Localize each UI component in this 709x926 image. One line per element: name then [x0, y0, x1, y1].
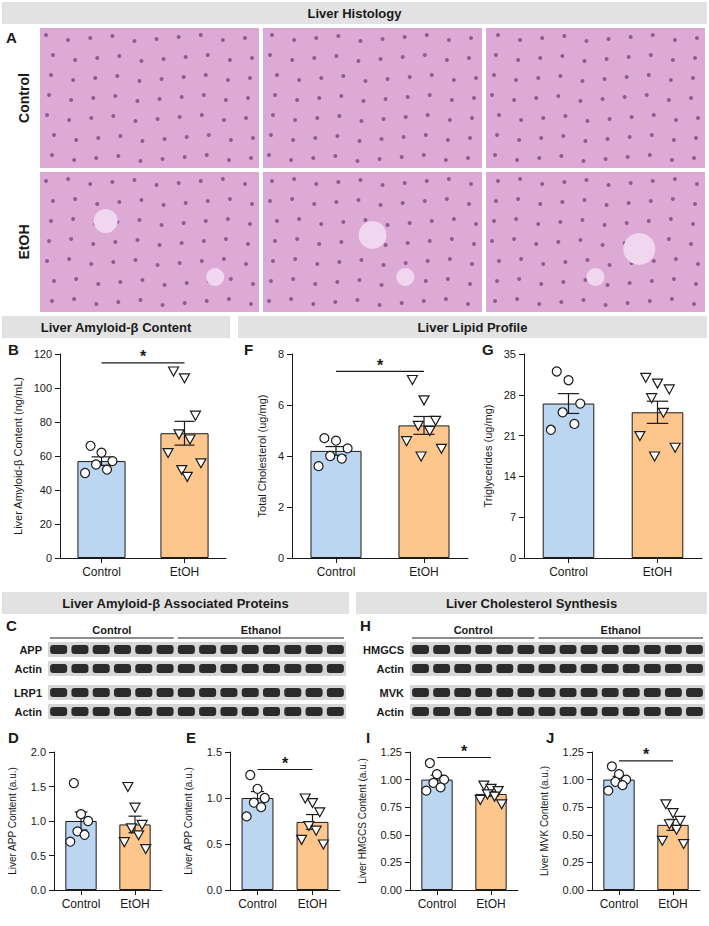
svg-text:120: 120 [34, 348, 52, 360]
svg-text:60: 60 [40, 450, 52, 462]
svg-text:Liver Lipid Profile: Liver Lipid Profile [418, 320, 528, 335]
svg-text:0: 0 [510, 552, 516, 564]
svg-text:Liver Cholesterol Synthesis: Liver Cholesterol Synthesis [446, 596, 617, 611]
svg-text:Control: Control [418, 897, 457, 911]
svg-text:80: 80 [40, 416, 52, 428]
svg-text:Liver APP Content (a.u.): Liver APP Content (a.u.) [7, 767, 18, 875]
svg-text:*: * [377, 357, 384, 374]
svg-text:Liver Amyloid-β Content: Liver Amyloid-β Content [41, 320, 192, 335]
svg-text:0.5: 0.5 [31, 850, 46, 862]
svg-text:0.50: 0.50 [381, 829, 402, 841]
svg-text:0.00: 0.00 [563, 884, 584, 896]
svg-text:2.0: 2.0 [31, 746, 46, 758]
svg-text:C: C [6, 617, 17, 634]
svg-text:4: 4 [278, 450, 284, 462]
svg-text:1.00: 1.00 [563, 774, 584, 786]
svg-text:Actin: Actin [15, 706, 43, 718]
svg-text:Liver Histology: Liver Histology [308, 6, 403, 21]
svg-text:Actin: Actin [15, 663, 43, 675]
svg-text:*: * [140, 348, 147, 365]
svg-text:Liver Amyloid-β Content (ng/mL: Liver Amyloid-β Content (ng/mL) [12, 377, 24, 535]
svg-text:Control: Control [62, 897, 101, 911]
svg-text:Control: Control [16, 73, 32, 123]
svg-text:Total Cholesterol (ug/mg): Total Cholesterol (ug/mg) [256, 395, 268, 518]
svg-text:H: H [360, 617, 371, 634]
svg-text:100: 100 [34, 382, 52, 394]
svg-text:I: I [366, 729, 370, 746]
svg-text:0.50: 0.50 [563, 829, 584, 841]
svg-text:Control: Control [92, 624, 131, 636]
svg-text:7: 7 [510, 511, 516, 523]
svg-text:0.0: 0.0 [207, 884, 222, 896]
svg-text:EtOH: EtOH [120, 897, 149, 911]
svg-text:Triglycerides (ug/mg): Triglycerides (ug/mg) [482, 405, 494, 508]
svg-text:8: 8 [278, 348, 284, 360]
svg-text:Control: Control [317, 565, 356, 579]
svg-text:Ethanol: Ethanol [601, 624, 641, 636]
svg-text:35: 35 [504, 348, 516, 360]
svg-text:Control: Control [454, 624, 493, 636]
svg-text:0.25: 0.25 [381, 856, 402, 868]
svg-text:0.0: 0.0 [31, 884, 46, 896]
svg-text:Actin: Actin [377, 663, 405, 675]
svg-text:Control: Control [82, 565, 121, 579]
svg-text:Liver HMGCS Content (a.u.): Liver HMGCS Content (a.u.) [357, 758, 368, 884]
svg-text:*: * [282, 755, 289, 772]
svg-text:0.75: 0.75 [563, 801, 584, 813]
svg-text:G: G [482, 341, 494, 358]
svg-text:0.00: 0.00 [381, 884, 402, 896]
svg-text:E: E [186, 729, 196, 746]
svg-text:1.0: 1.0 [207, 792, 222, 804]
svg-text:1.5: 1.5 [31, 781, 46, 793]
svg-text:Actin: Actin [377, 706, 405, 718]
svg-text:B: B [8, 341, 19, 358]
svg-text:EtOH: EtOH [658, 897, 687, 911]
svg-text:0.5: 0.5 [207, 838, 222, 850]
svg-text:1.00: 1.00 [381, 774, 402, 786]
svg-text:1.0: 1.0 [31, 815, 46, 827]
svg-text:Control: Control [600, 897, 639, 911]
svg-text:EtOH: EtOH [643, 565, 672, 579]
svg-text:20: 20 [40, 518, 52, 530]
svg-text:0.25: 0.25 [563, 856, 584, 868]
svg-text:0: 0 [46, 552, 52, 564]
svg-text:0: 0 [278, 552, 284, 564]
svg-text:D: D [8, 729, 19, 746]
svg-text:14: 14 [504, 470, 516, 482]
svg-text:Ethanol: Ethanol [241, 624, 281, 636]
svg-text:1.5: 1.5 [207, 746, 222, 758]
svg-text:1.25: 1.25 [563, 746, 584, 758]
svg-text:MVK: MVK [380, 687, 405, 699]
svg-text:28: 28 [504, 389, 516, 401]
svg-text:Liver MVK Content (a.u.): Liver MVK Content (a.u.) [539, 766, 550, 876]
svg-text:Control: Control [549, 565, 588, 579]
svg-text:HMGCS: HMGCS [363, 644, 404, 656]
svg-text:F: F [244, 341, 253, 358]
svg-text:Liver APP Content (a.u.): Liver APP Content (a.u.) [183, 767, 194, 875]
svg-text:EtOH: EtOH [16, 225, 32, 260]
svg-text:EtOH: EtOH [170, 565, 199, 579]
svg-text:A: A [6, 29, 17, 46]
svg-text:APP: APP [19, 644, 42, 656]
svg-text:EtOH: EtOH [476, 897, 505, 911]
svg-text:J: J [546, 729, 554, 746]
svg-text:Control: Control [238, 897, 277, 911]
svg-text:EtOH: EtOH [409, 565, 438, 579]
svg-text:*: * [643, 746, 650, 763]
svg-text:LRP1: LRP1 [14, 687, 42, 699]
svg-text:21: 21 [504, 430, 516, 442]
svg-text:6: 6 [278, 399, 284, 411]
svg-text:1.25: 1.25 [381, 746, 402, 758]
svg-text:2: 2 [278, 501, 284, 513]
svg-text:0.75: 0.75 [381, 801, 402, 813]
svg-text:*: * [461, 743, 468, 760]
svg-text:EtOH: EtOH [298, 897, 327, 911]
svg-text:40: 40 [40, 484, 52, 496]
svg-text:Liver Amyloid-β Associated Pro: Liver Amyloid-β Associated Proteins [62, 596, 288, 611]
